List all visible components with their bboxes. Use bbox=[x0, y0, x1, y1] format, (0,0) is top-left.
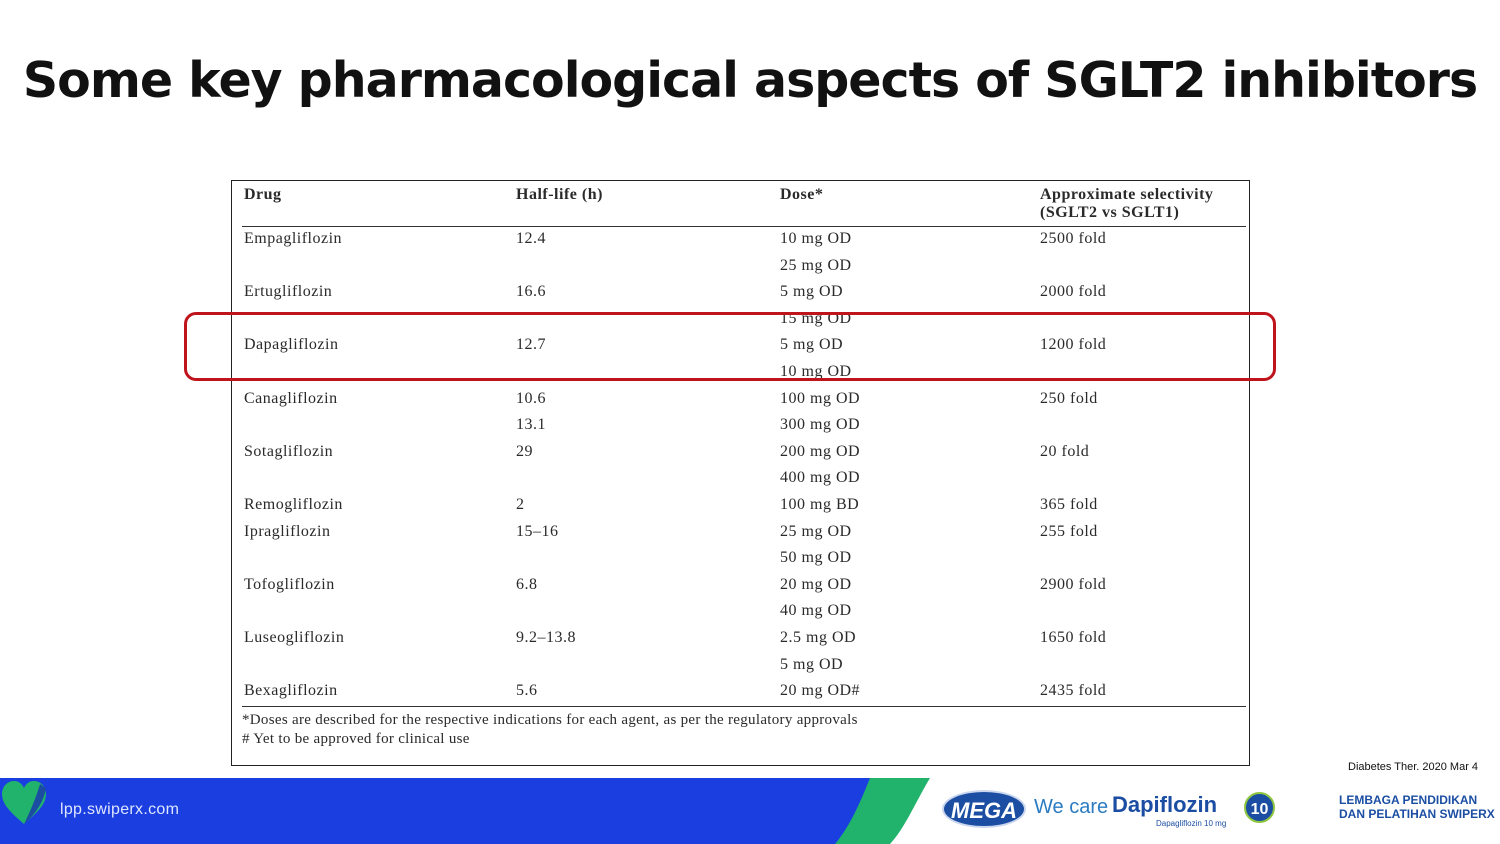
product-subtitle: Dapagliflozin 10 mg bbox=[1156, 819, 1227, 828]
cell-dose: 300 mg OD bbox=[780, 416, 861, 434]
header-dose: Dose* bbox=[780, 186, 824, 203]
cell-half-life: 10.6 bbox=[516, 389, 546, 407]
cell-half-life: 5.6 bbox=[516, 682, 538, 700]
cell-dose: 200 mg OD bbox=[780, 442, 861, 460]
org-name-line2: DAN PELATIHAN SWIPERX bbox=[1339, 807, 1495, 821]
cell-drug: Tofogliflozin bbox=[244, 575, 335, 593]
cell-dose: 25 mg OD bbox=[780, 256, 852, 274]
cell-dose: 10 mg OD bbox=[780, 363, 852, 380]
cell-selectivity: 1200 fold bbox=[1040, 336, 1107, 354]
website-link[interactable]: lpp.swiperx.com bbox=[60, 801, 180, 818]
cell-dose: 400 mg OD bbox=[780, 469, 861, 487]
drug-table: Drug Half-life (h) Dose* Approximate sel… bbox=[231, 180, 1250, 766]
footnote-dose: *Doses are described for the respective … bbox=[242, 712, 858, 728]
cell-dose: 100 mg OD bbox=[780, 389, 861, 407]
lpp-heart-icon bbox=[2, 781, 46, 824]
citation: Diabetes Ther. 2020 Mar 4 bbox=[1348, 761, 1479, 773]
cell-drug: Sotagliflozin bbox=[244, 442, 334, 460]
cell-half-life: 2 bbox=[516, 496, 525, 513]
footer-bar: lpp.swiperx.com MEGA We care Dapiflozin … bbox=[0, 778, 1500, 844]
cell-drug: Canagliflozin bbox=[244, 389, 338, 407]
cell-selectivity: 250 fold bbox=[1040, 389, 1098, 407]
dapagliflozin-highlight-box bbox=[184, 312, 1276, 381]
cell-selectivity: 2000 fold bbox=[1040, 283, 1107, 301]
cell-half-life: 12.4 bbox=[516, 230, 546, 247]
mega-logo: MEGA bbox=[942, 790, 1026, 828]
header-half-life: Half-life (h) bbox=[516, 186, 603, 203]
cell-selectivity: 2900 fold bbox=[1040, 575, 1107, 593]
cell-drug: Bexagliflozin bbox=[244, 682, 338, 700]
cell-dose: 40 mg OD bbox=[780, 602, 852, 620]
cell-selectivity: 365 fold bbox=[1040, 496, 1098, 513]
cell-dose: 50 mg OD bbox=[780, 549, 852, 567]
product-name: Dapiflozin bbox=[1112, 792, 1218, 817]
cell-dose: 100 mg BD bbox=[780, 496, 860, 513]
header-drug: Drug bbox=[244, 186, 282, 203]
cell-drug: Luseogliflozin bbox=[244, 629, 345, 646]
cell-dose: 2.5 mg OD bbox=[780, 629, 857, 646]
cell-half-life: 12.7 bbox=[516, 336, 546, 354]
cell-drug: Remogliflozin bbox=[244, 496, 343, 513]
cell-selectivity: 255 fold bbox=[1040, 522, 1098, 540]
cell-half-life: 16.6 bbox=[516, 283, 546, 301]
footer-blue-band bbox=[0, 778, 870, 844]
product-badge: 10 bbox=[1244, 792, 1275, 823]
org-name: LEMBAGA PENDIDIKAN DAN PELATIHAN SWIPERX bbox=[1339, 793, 1495, 821]
tagline: We care bbox=[1034, 796, 1109, 818]
footer-shapes bbox=[0, 778, 930, 844]
footnote-approval: # Yet to be approved for clinical use bbox=[242, 731, 470, 747]
cell-drug: Empagliflozin bbox=[244, 230, 343, 247]
cell-selectivity: 2435 fold bbox=[1040, 682, 1107, 700]
header-rule bbox=[242, 226, 1246, 227]
cell-selectivity: 2500 fold bbox=[1040, 230, 1107, 247]
cell-half-life: 6.8 bbox=[516, 575, 538, 593]
cell-selectivity: 1650 fold bbox=[1040, 629, 1107, 646]
cell-half-life: 29 bbox=[516, 442, 533, 460]
cell-drug: Dapagliflozin bbox=[244, 336, 339, 354]
cell-drug: Ertugliflozin bbox=[244, 283, 333, 301]
cell-dose: 20 mg OD bbox=[780, 575, 852, 593]
cell-dose: 5 mg OD bbox=[780, 655, 844, 673]
footer-rule bbox=[242, 706, 1246, 707]
cell-dose: 25 mg OD bbox=[780, 522, 852, 540]
header-selectivity: Approximate selectivity (SGLT2 vs SGLT1) bbox=[1040, 186, 1213, 222]
cell-drug: Ipragliflozin bbox=[244, 522, 331, 540]
cell-half-life: 9.2–13.8 bbox=[516, 629, 576, 646]
cell-half-life: 13.1 bbox=[516, 416, 546, 434]
cell-dose: 10 mg OD bbox=[780, 230, 852, 247]
cell-dose: 20 mg OD# bbox=[780, 682, 861, 700]
cell-dose: 5 mg OD bbox=[780, 283, 844, 301]
org-name-line1: LEMBAGA PENDIDIKAN bbox=[1339, 793, 1478, 807]
header-selectivity-line2: (SGLT2 vs SGLT1) bbox=[1040, 204, 1180, 221]
header-selectivity-line1: Approximate selectivity bbox=[1040, 186, 1214, 203]
cell-half-life: 15–16 bbox=[516, 522, 559, 540]
cell-selectivity: 20 fold bbox=[1040, 442, 1090, 460]
cell-dose: 5 mg OD bbox=[780, 336, 844, 354]
slide-title: Some key pharmacological aspects of SGLT… bbox=[22, 52, 1478, 109]
